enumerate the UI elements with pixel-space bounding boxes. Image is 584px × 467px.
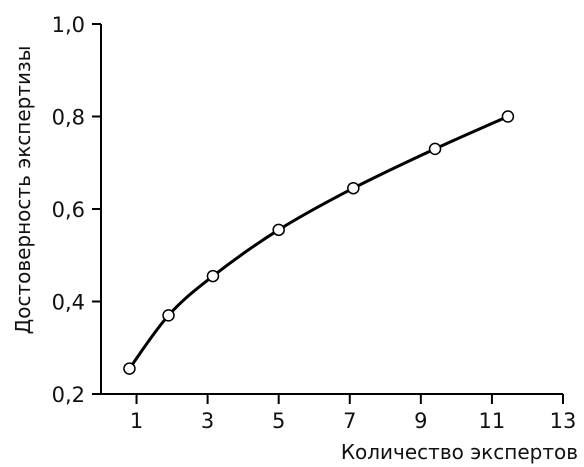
x-ticks: 1 3 5 7 9 11 13 [130,394,577,433]
y-ticks: 0,2 0,4 0,6 0,8 1,0 [52,13,101,407]
series-line [128,115,509,370]
y-tick-label: 1,0 [52,13,85,37]
axes [100,24,563,395]
y-axis-title: Достоверность экспертизы [11,46,35,335]
y-tick-label: 0,2 [52,383,85,407]
data-point [428,142,442,156]
x-tick-label: 1 [130,409,143,433]
data-point [501,110,515,123]
y-tick-label: 0,6 [52,198,85,222]
x-axis-title: Количество экспертов [341,440,578,464]
plot-area [123,110,515,375]
y-tick-label: 0,4 [52,291,85,315]
data-point [206,269,220,283]
x-tick-label: 11 [479,409,506,433]
data-point [347,181,360,195]
data-point [162,309,175,322]
data-point [272,223,285,237]
x-tick-label: 13 [550,409,577,433]
y-tick-label: 0,8 [52,106,85,130]
x-tick-label: 5 [272,409,285,433]
data-point [123,362,136,375]
x-tick-label: 3 [201,409,214,433]
x-tick-label: 7 [343,409,356,433]
x-tick-label: 9 [414,409,427,433]
